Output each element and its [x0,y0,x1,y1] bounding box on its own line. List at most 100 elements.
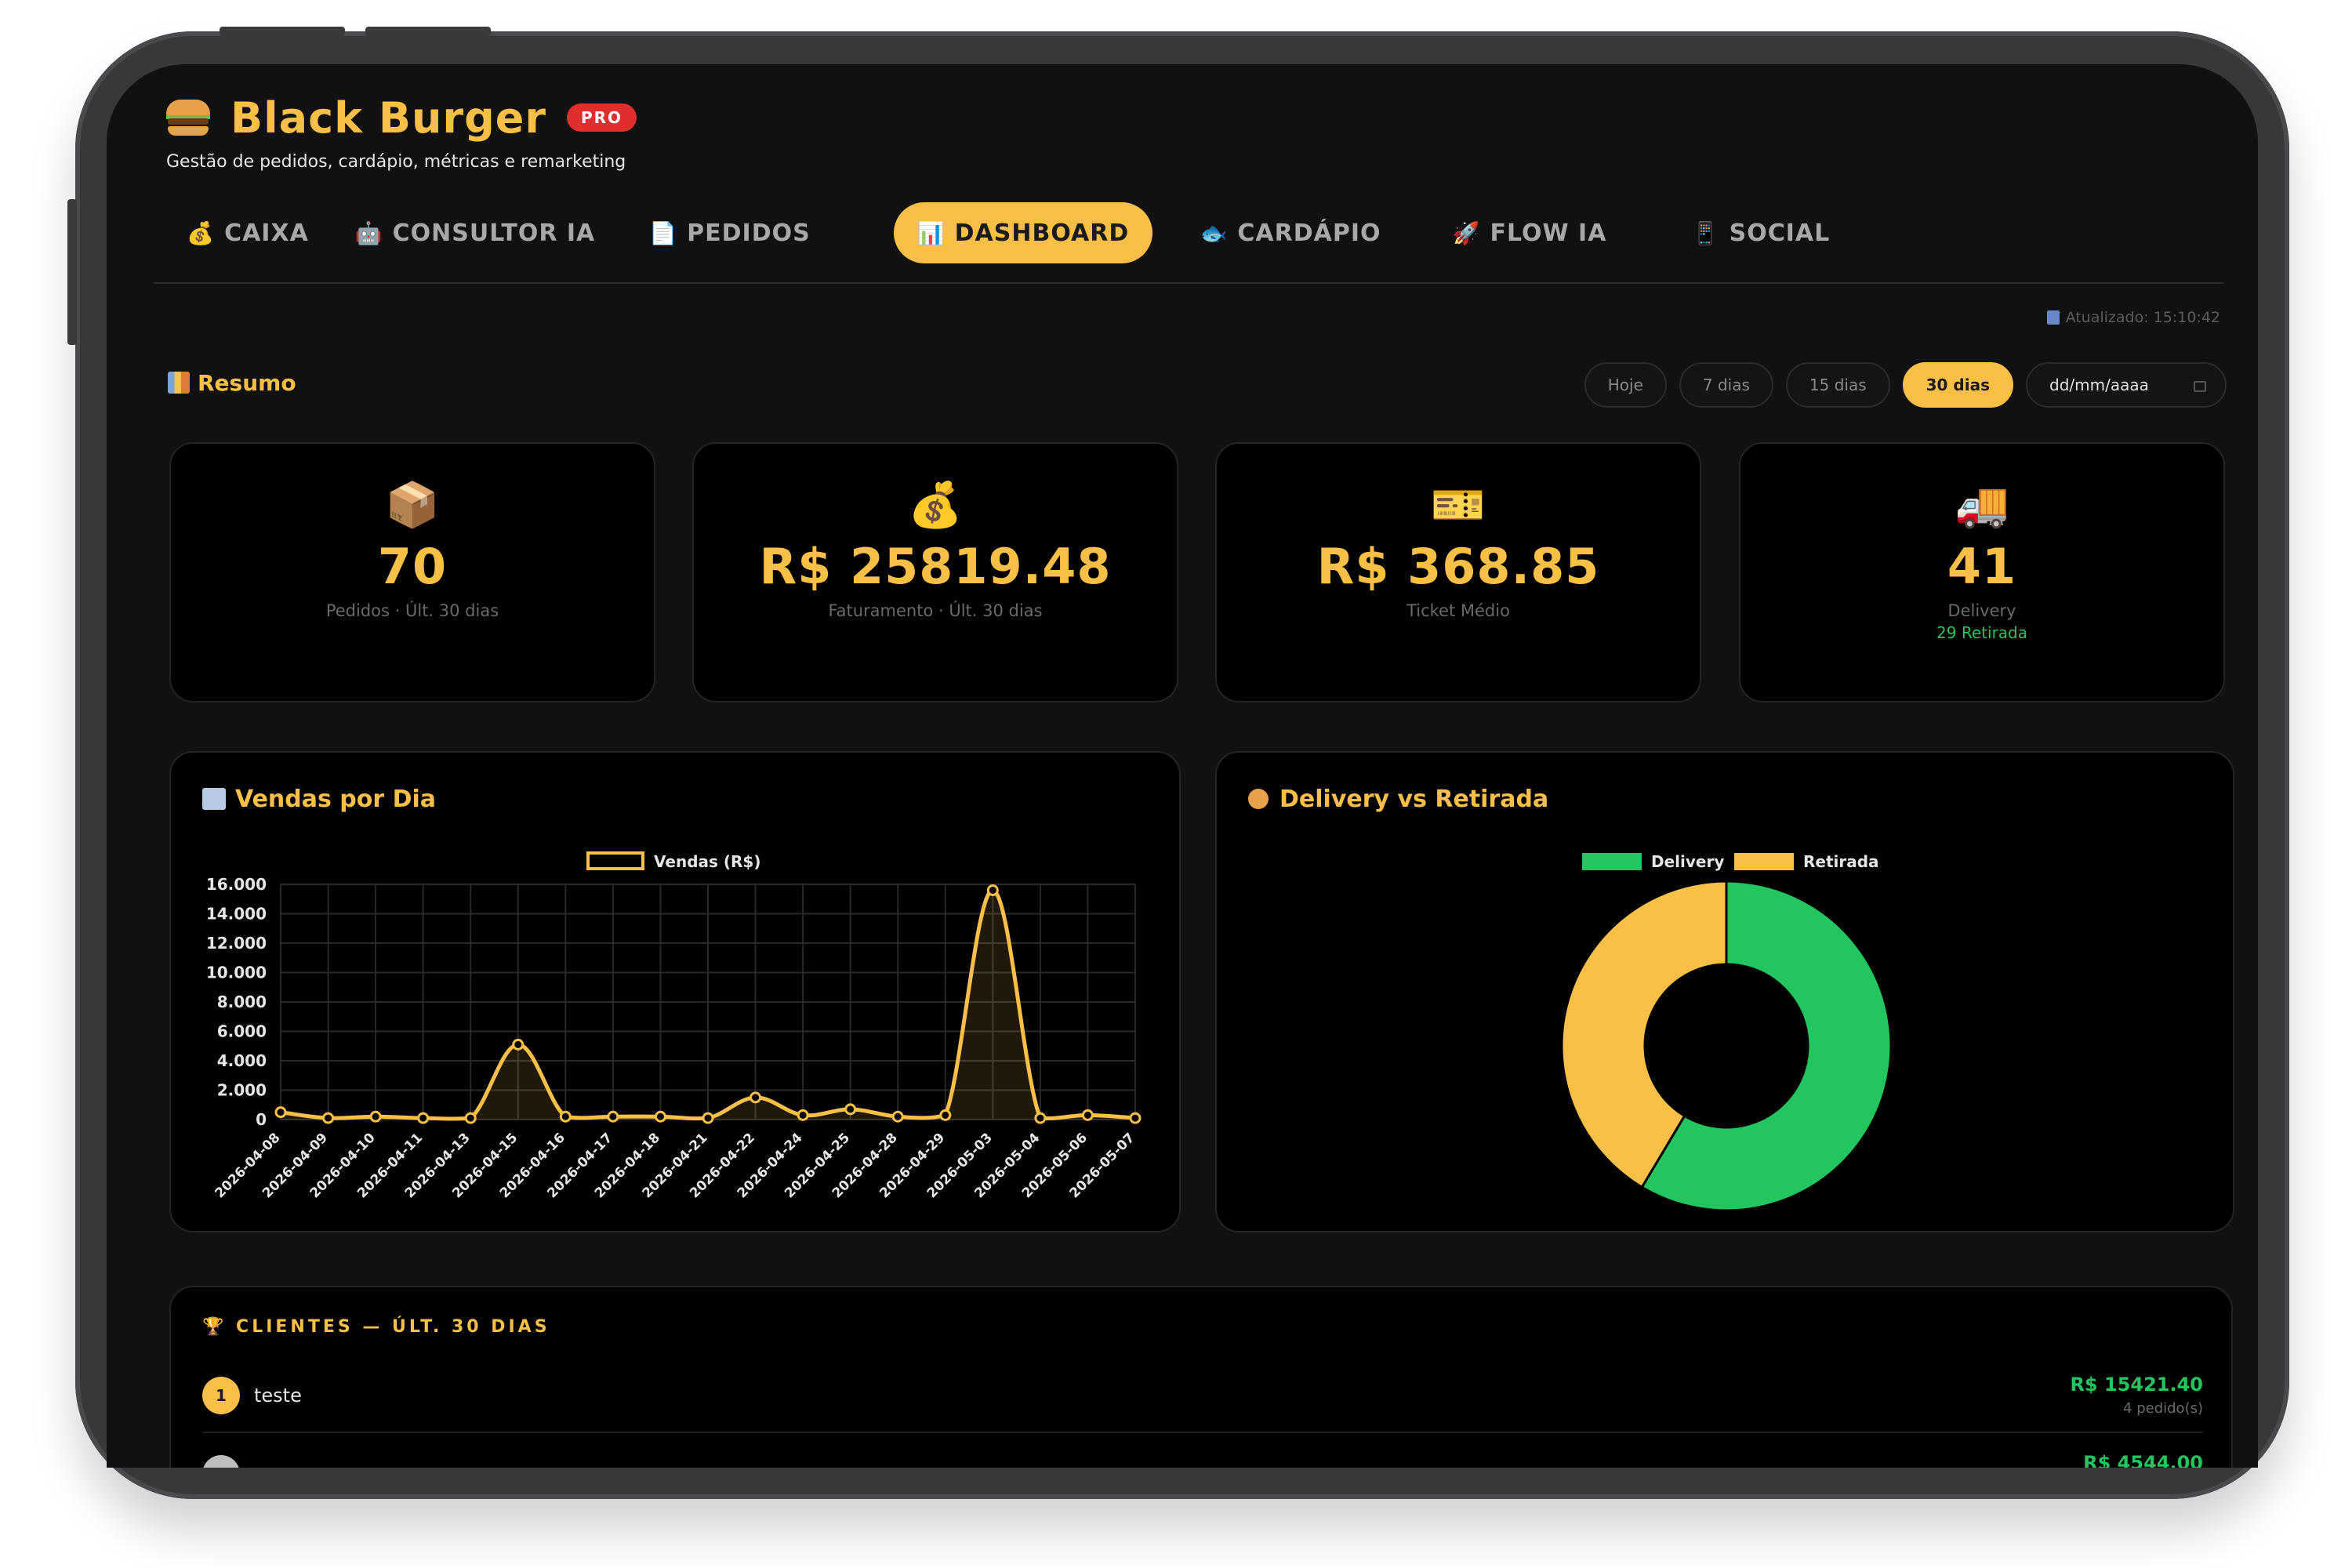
stat-value: 41 [1947,538,2017,595]
calendar-icon[interactable] [2194,381,2206,392]
tab-pedidos[interactable]: 📄 PEDIDOS [624,202,836,263]
summary-title: Resumo [168,370,296,396]
date-input[interactable]: dd/mm/aaaa [2026,362,2227,408]
money-bag-icon: 💰 [187,220,216,246]
legend-swatch [1734,853,1794,870]
tab-label: DASHBOARD [954,219,1130,247]
clients-title: 🏆 CLIENTES — ÚLT. 30 DIAS [202,1317,550,1337]
client-amount: R$ 4544.00 [2083,1452,2203,1468]
tab-label: CAIXA [224,219,309,247]
clock-icon [2046,310,2060,325]
client-row[interactable]: 1 teste R$ 15421.40 4 pedido(s) [202,1358,2203,1433]
stat-label: Faturamento · Últ. 30 dias [828,601,1043,620]
receipt-icon: 📄 [649,220,678,246]
filter-30-dias[interactable]: 30 dias [1902,362,2013,408]
data-point [750,1091,762,1104]
legend-label: Delivery [1651,852,1724,871]
app-subtitle: Gestão de pedidos, cardápio, métricas e … [166,152,626,172]
phone-icon: 📱 [1691,220,1720,246]
y-tick-label: 8.000 [217,993,267,1011]
tab-label: CONSULTOR IA [392,219,596,247]
data-point [797,1109,809,1121]
client-amount: R$ 15421.40 [2070,1374,2203,1396]
donut-chart-title: Delivery vs Retirada [1248,786,1548,813]
bar-chart-icon: 📊 [916,220,946,246]
data-point [1081,1109,1094,1121]
stat-card-delivery: 🚚 41 Delivery 29 Retirada [1739,442,2225,702]
tab-label: CARDÁPIO [1237,219,1381,247]
data-point [939,1109,952,1121]
sales-line [280,887,1136,1121]
money-bag-icon: 💰 [908,480,963,531]
fish-icon: 🐟 [1200,220,1229,246]
filter-15-dias[interactable]: 15 dias [1785,362,1890,408]
y-tick-label: 14.000 [206,905,267,924]
stat-card-pedidos: 📦 70 Pedidos · Últ. 30 dias [169,442,655,702]
delivery-truck-icon: 🚚 [1955,480,2009,531]
data-point [464,1112,477,1124]
delivery-donut-chart: Delivery Retirada [1560,852,1893,1212]
hardware-button [67,199,77,345]
data-point [369,1110,382,1123]
app-header: Black Burger PRO Gestão de pedidos, card… [166,86,637,172]
stat-card-ticket-medio: 🎫 R$ 368.85 Ticket Médio [1215,442,1701,702]
last-updated-text: Atualizado: 15:10:42 [2065,309,2220,326]
burger-icon [166,98,210,137]
pro-badge: PRO [566,103,637,132]
data-point [1129,1112,1142,1124]
client-row[interactable]: R$ 4544.00 [202,1436,2203,1468]
hardware-button [365,27,491,36]
tab-cardapio[interactable]: 🐟 CARDÁPIO [1181,202,1400,263]
package-icon: 📦 [385,480,440,531]
main-tabs: 💰 CAIXA 🤖 CONSULTOR IA 📄 PEDIDOS 📊 DASHB… [154,198,2223,284]
filter-7-dias[interactable]: 7 dias [1679,362,1773,408]
stat-value: 70 [377,538,448,595]
stat-value: R$ 25819.48 [759,538,1112,595]
client-name: teste [254,1385,302,1406]
data-point [1034,1112,1047,1124]
tab-dashboard[interactable]: 📊 DASHBOARD [894,202,1152,263]
app-screen: Black Burger PRO Gestão de pedidos, card… [107,64,2258,1468]
sales-chart-title: Vendas por Dia [202,786,436,813]
rank-badge: 1 [202,1377,240,1414]
legend-label: Retirada [1803,852,1879,871]
y-tick-label: 2.000 [217,1081,267,1100]
y-tick-label: 10.000 [206,964,267,982]
stat-label: Ticket Médio [1406,601,1510,620]
data-point [702,1112,714,1124]
date-placeholder: dd/mm/aaaa [2049,376,2149,394]
data-point [559,1110,572,1123]
last-updated: Atualizado: 15:10:42 [2046,309,2220,326]
rocket-icon: 🚀 [1452,220,1481,246]
tab-consultor-ia[interactable]: 🤖 CONSULTOR IA [342,202,608,263]
stat-card-faturamento: 💰 R$ 25819.48 Faturamento · Últ. 30 dias [692,442,1178,702]
tab-label: PEDIDOS [687,219,811,247]
sales-chart-title-text: Vendas por Dia [235,786,437,813]
tab-social[interactable]: 📱 SOCIAL [1667,202,1855,263]
stat-label: Delivery [1947,601,2016,620]
data-point [607,1110,619,1123]
filter-hoje[interactable]: Hoje [1584,362,1667,408]
stat-value: R$ 368.85 [1316,538,1600,595]
data-point [512,1038,524,1051]
tab-caixa[interactable]: 💰 CAIXA [154,202,342,263]
data-point [417,1112,430,1124]
tab-label: SOCIAL [1729,219,1831,247]
donut-slice-delivery [1640,880,1893,1212]
legend-swatch [1582,853,1642,870]
summary-title-text: Resumo [198,370,296,396]
y-tick-label: 4.000 [217,1051,267,1070]
y-tick-label: 6.000 [217,1022,267,1041]
stat-label: Pedidos · Últ. 30 dias [325,601,499,620]
tab-label: FLOW IA [1490,219,1607,247]
ticket-icon: 🎫 [1431,480,1486,531]
sales-chart-card: Vendas por Dia Vendas (R$) 16.000 14.000 12… [169,751,1181,1232]
tab-flow-ia[interactable]: 🚀 FLOW IA [1432,202,1628,263]
hardware-button [220,27,345,36]
legend-label: Vendas (R$) [654,852,760,871]
client-orders: 4 pedido(s) [2123,1400,2203,1417]
donut-chart-card: Delivery vs Retirada Delivery Retirada [1215,751,2234,1232]
data-point [322,1112,335,1124]
clients-card: 🏆 CLIENTES — ÚLT. 30 DIAS 1 teste R$ 154… [169,1286,2233,1468]
data-point [844,1103,857,1116]
